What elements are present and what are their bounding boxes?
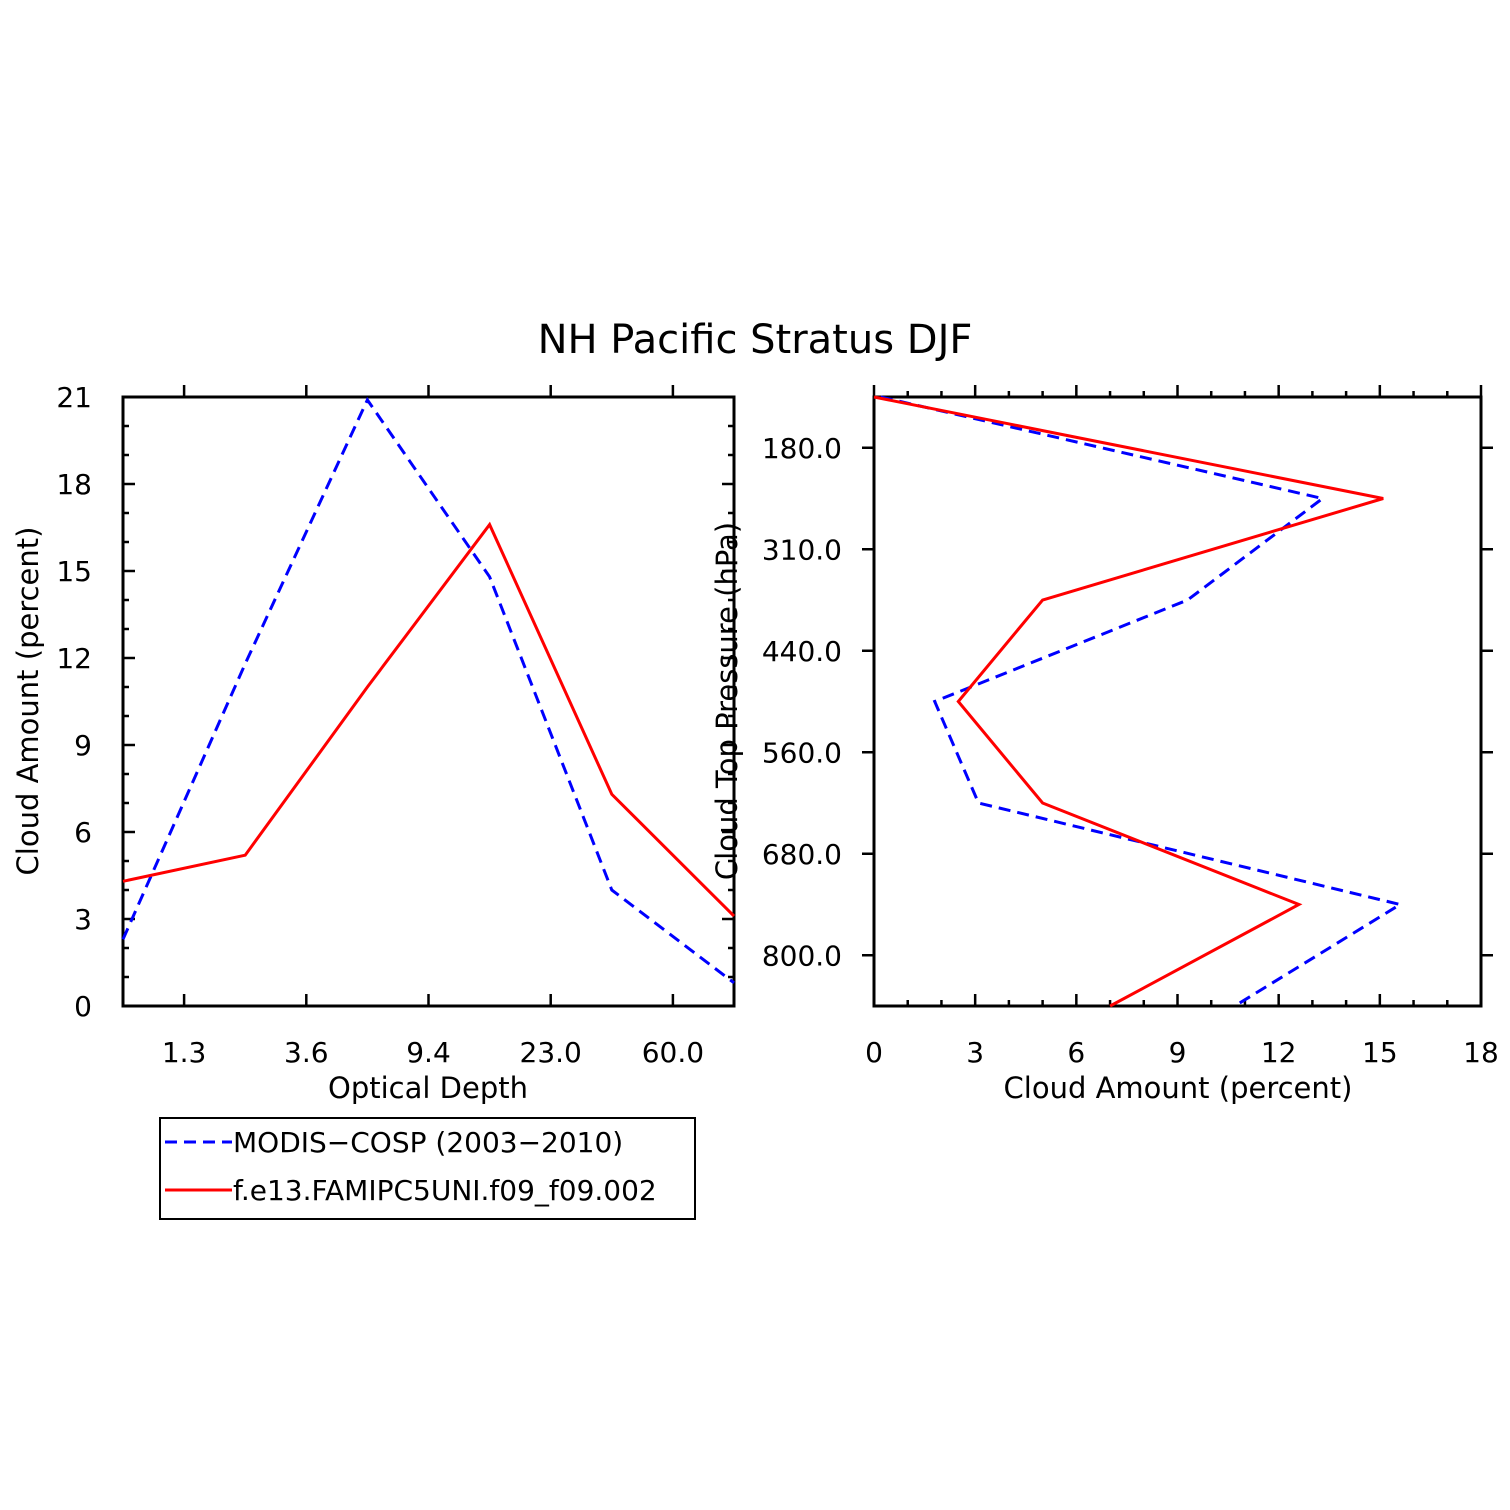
left-y-tick-label: 12 [56, 642, 92, 675]
left-series-line-model [122, 521, 736, 918]
right-x-tick-label: 9 [1169, 1036, 1187, 1069]
legend: MODIS−COSP (2003−2010) f.e13.FAMIPC5UNI.… [159, 1117, 696, 1220]
left-x-tick-labels: 1.3 3.6 9.4 23.0 60.0 [162, 1036, 704, 1069]
left-axis-ticks [123, 385, 734, 1008]
left-x-tick-label: 9.4 [406, 1036, 451, 1069]
right-x-tick-labels: 0 3 6 9 12 15 18 [865, 1036, 1499, 1069]
chart-title: NH Pacific Stratus DJF [538, 317, 973, 363]
right-x-axis-label: Cloud Amount (percent) [1004, 1071, 1353, 1105]
left-series-line-obs [121, 396, 735, 984]
right-plot-frame [872, 395, 1483, 1008]
left-y-tick-label: 0 [74, 990, 92, 1023]
left-panel: 1.3 3.6 9.4 23.0 60.0 0 3 6 9 12 15 18 21 Optical D… [11, 381, 736, 1105]
left-series-group [121, 396, 736, 984]
right-y-tick-label: 180.0 [762, 432, 842, 465]
left-x-tick-label: 1.3 [162, 1036, 207, 1069]
right-panel: 0 3 6 9 12 15 18 180.0 310.0 440.0 560.0 680.0 800.… [710, 385, 1499, 1105]
right-series-line-model [873, 395, 1384, 1008]
left-y-tick-label: 21 [56, 381, 92, 414]
right-y-tick-label: 310.0 [762, 533, 842, 566]
right-y-tick-label: 800.0 [762, 939, 842, 972]
left-x-tick-label: 23.0 [520, 1036, 582, 1069]
legend-label-obs: MODIS−COSP (2003−2010) [233, 1126, 623, 1159]
left-y-tick-label: 18 [56, 468, 92, 501]
right-y-tick-label: 440.0 [762, 635, 842, 668]
left-x-axis-label: Optical Depth [328, 1071, 528, 1105]
left-y-tick-labels: 0 3 6 9 12 15 18 21 [56, 381, 92, 1023]
legend-label-model: f.e13.FAMIPC5UNI.f09_f09.002 [233, 1174, 657, 1207]
left-x-tick-label: 60.0 [642, 1036, 704, 1069]
left-y-axis-label: Cloud Amount (percent) [11, 527, 45, 876]
left-y-tick-label: 6 [74, 816, 92, 849]
right-y-axis-label: Cloud Top Pressure (hPa) [710, 522, 744, 880]
left-x-tick-label: 3.6 [284, 1036, 329, 1069]
right-x-tick-label: 15 [1362, 1036, 1398, 1069]
right-x-tick-label: 3 [966, 1036, 984, 1069]
right-series-group [873, 395, 1404, 1008]
right-y-tick-label: 560.0 [762, 736, 842, 769]
right-x-tick-label: 0 [865, 1036, 883, 1069]
right-axis-ticks [862, 385, 1493, 1006]
left-y-tick-label: 9 [74, 729, 92, 762]
right-x-tick-label: 12 [1261, 1036, 1297, 1069]
right-y-tick-labels: 180.0 310.0 440.0 560.0 680.0 800.0 [762, 432, 842, 973]
left-y-tick-label: 15 [56, 555, 92, 588]
right-y-tick-label: 680.0 [762, 838, 842, 871]
left-y-tick-label: 3 [74, 903, 92, 936]
right-series-line-obs [880, 395, 1404, 1008]
right-x-tick-label: 18 [1463, 1036, 1499, 1069]
legend-box [159, 1117, 696, 1220]
right-x-tick-label: 6 [1067, 1036, 1085, 1069]
